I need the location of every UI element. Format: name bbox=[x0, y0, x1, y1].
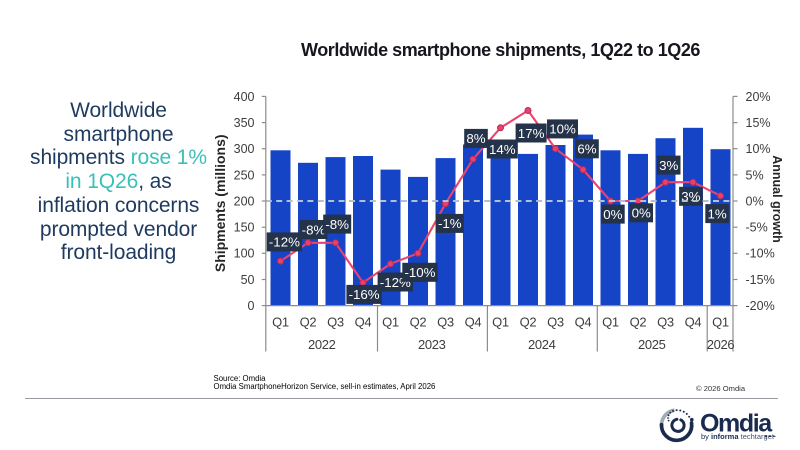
svg-text:200: 200 bbox=[234, 194, 255, 208]
svg-text:300: 300 bbox=[234, 142, 255, 156]
svg-text:15%: 15% bbox=[746, 116, 771, 130]
svg-text:Shipments (millions): Shipments (millions) bbox=[212, 134, 228, 272]
svg-text:0%: 0% bbox=[603, 207, 622, 222]
svg-text:-20%: -20% bbox=[746, 299, 775, 313]
svg-text:-8%: -8% bbox=[325, 217, 349, 232]
svg-text:-1%: -1% bbox=[438, 216, 462, 231]
svg-text:10%: 10% bbox=[746, 142, 771, 156]
svg-text:-5%: -5% bbox=[746, 221, 768, 235]
svg-text:by informa techtarget: by informa techtarget bbox=[701, 432, 775, 441]
svg-text:0%: 0% bbox=[632, 206, 651, 221]
svg-text:Q1: Q1 bbox=[382, 315, 399, 330]
svg-text:8%: 8% bbox=[466, 131, 485, 146]
svg-text:6%: 6% bbox=[577, 142, 596, 157]
svg-text:Omdia: Omdia bbox=[700, 410, 773, 438]
svg-text:-8%: -8% bbox=[302, 222, 326, 237]
svg-text:-10%: -10% bbox=[404, 265, 435, 280]
svg-text:100: 100 bbox=[234, 247, 255, 261]
svg-text:Q2: Q2 bbox=[520, 315, 537, 330]
svg-text:2023: 2023 bbox=[418, 337, 446, 352]
svg-text:Q2: Q2 bbox=[630, 315, 647, 330]
svg-text:-15%: -15% bbox=[746, 273, 775, 287]
svg-text:150: 150 bbox=[234, 221, 255, 235]
svg-text:400: 400 bbox=[234, 90, 255, 104]
svg-text:2026: 2026 bbox=[707, 337, 735, 352]
svg-text:0%: 0% bbox=[746, 194, 764, 208]
svg-text:Q1: Q1 bbox=[272, 315, 289, 330]
svg-text:Q4: Q4 bbox=[685, 315, 702, 330]
svg-text:350: 350 bbox=[234, 116, 255, 130]
svg-text:Q1: Q1 bbox=[492, 315, 509, 330]
svg-text:Annual growth: Annual growth bbox=[770, 155, 784, 243]
svg-text:Q1: Q1 bbox=[712, 315, 729, 330]
svg-text:17%: 17% bbox=[518, 126, 545, 141]
svg-text:20%: 20% bbox=[746, 90, 771, 104]
svg-text:Q3: Q3 bbox=[437, 315, 454, 330]
svg-text:Q3: Q3 bbox=[657, 315, 674, 330]
svg-text:Q1: Q1 bbox=[602, 315, 619, 330]
svg-text:50: 50 bbox=[241, 273, 255, 287]
svg-text:250: 250 bbox=[234, 168, 255, 182]
svg-text:0: 0 bbox=[248, 299, 255, 313]
svg-text:Q4: Q4 bbox=[355, 315, 372, 330]
svg-text:-16%: -16% bbox=[349, 287, 380, 302]
svg-text:Q3: Q3 bbox=[547, 315, 564, 330]
svg-text:10%: 10% bbox=[549, 122, 576, 137]
svg-text:Q2: Q2 bbox=[410, 315, 427, 330]
svg-text:5%: 5% bbox=[746, 168, 764, 182]
svg-text:-12%: -12% bbox=[269, 235, 300, 250]
svg-text:Q4: Q4 bbox=[575, 315, 592, 330]
svg-text:Q3: Q3 bbox=[327, 315, 344, 330]
svg-text:Q2: Q2 bbox=[300, 315, 317, 330]
svg-text:Q4: Q4 bbox=[465, 315, 482, 330]
svg-text:-10%: -10% bbox=[746, 247, 775, 261]
svg-text:3%: 3% bbox=[659, 158, 678, 173]
svg-text:2022: 2022 bbox=[308, 337, 336, 352]
svg-text:2024: 2024 bbox=[528, 337, 556, 352]
svg-text:2025: 2025 bbox=[638, 337, 666, 352]
svg-text:14%: 14% bbox=[489, 142, 516, 157]
svg-text:1%: 1% bbox=[707, 206, 726, 221]
